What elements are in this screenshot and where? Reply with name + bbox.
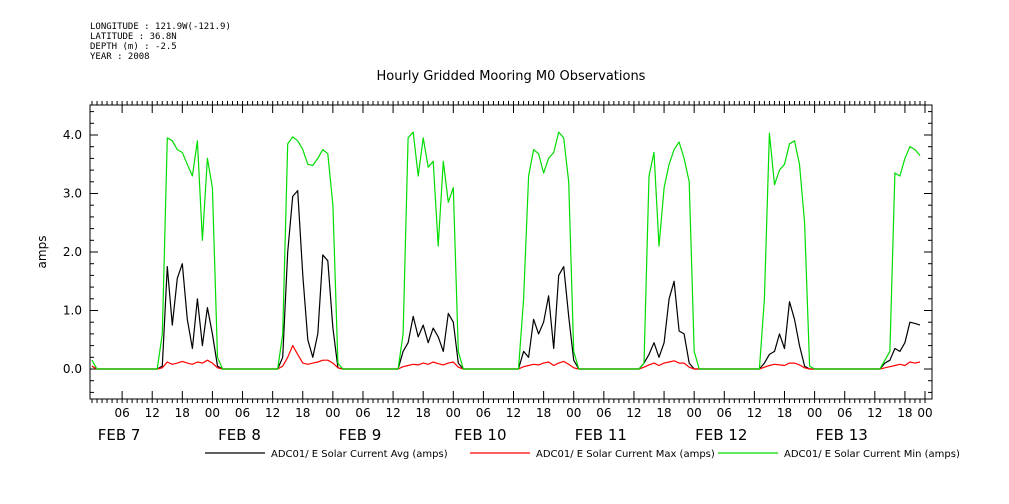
x-tick-label: 12 (506, 406, 521, 420)
y-tick-label: 3.0 (63, 187, 82, 201)
x-tick-label: 18 (777, 406, 792, 420)
year-text: YEAR : 2008 (90, 52, 150, 62)
x-tick-label: 18 (536, 406, 551, 420)
x-date-label: FEB 8 (218, 426, 261, 444)
metadata-block: LONGITUDE : 121.9W(-121.9) LATITUDE : 36… (90, 22, 231, 62)
x-minor-ticks (91, 101, 926, 403)
x-tick-label: 06 (235, 406, 250, 420)
x-tick-label: 00 (807, 406, 822, 420)
x-date-label: FEB 7 (98, 426, 141, 444)
x-tick-label: 00 (205, 406, 220, 420)
legend-label-1: ADC01/ E Solar Current Avg (amps) (271, 449, 448, 460)
x-tick-label: 06 (114, 406, 129, 420)
x-tick-label: 06 (355, 406, 370, 420)
x-tick-label: 12 (626, 406, 641, 420)
x-tick-label: 00 (566, 406, 581, 420)
series-line-1 (91, 190, 921, 370)
latitude-text: LATITUDE : 36.8N (90, 32, 177, 42)
x-date-label: FEB 11 (575, 426, 627, 444)
y-axis-label: amps (35, 236, 49, 269)
x-tick-label: 06 (717, 406, 732, 420)
x-date-labels: FEB 7 FEB 8 FEB 9 FEB 10 FEB 11 FEB 12 FEB 13 (98, 426, 868, 444)
x-tick-label: 12 (867, 406, 882, 420)
legend-label-2: ADC01/ E Solar Current Max (amps) (536, 449, 715, 460)
longitude-text: LONGITUDE : 121.9W(-121.9) (90, 22, 231, 32)
x-date-label: FEB 10 (454, 426, 506, 444)
x-tick-label: 00 (687, 406, 702, 420)
series-lines (91, 131, 921, 370)
x-tick-label: 18 (897, 406, 912, 420)
x-tick-label: 12 (747, 406, 762, 420)
legend: ADC01/ E Solar Current Avg (amps) ADC01/ … (205, 449, 960, 460)
x-tick-label: 18 (175, 406, 190, 420)
x-tick-label: 12 (265, 406, 280, 420)
x-tick-label: 00 (446, 406, 461, 420)
x-tick-label: 18 (416, 406, 431, 420)
depth-text: DEPTH (m) : -2.5 (90, 42, 177, 52)
x-tick-label: 12 (145, 406, 160, 420)
x-tick-label: 06 (476, 406, 491, 420)
x-tick-label: 06 (596, 406, 611, 420)
x-tick-label: 00 (325, 406, 340, 420)
x-date-label: FEB 12 (695, 426, 747, 444)
x-tick-label: 12 (385, 406, 400, 420)
x-tick-label: 18 (295, 406, 310, 420)
y-tick-label: 2.0 (63, 245, 82, 259)
x-axis-ticks: 06 12 18 00 06 12 18 00 06 12 18 00 06 12 18 00 06 12 18 00… (114, 105, 933, 420)
x-tick-label: 18 (656, 406, 671, 420)
x-tick-label: 06 (837, 406, 852, 420)
series-line-3 (91, 131, 921, 370)
y-tick-label: 1.0 (63, 304, 82, 318)
x-date-label: FEB 9 (339, 426, 382, 444)
x-date-label: FEB 13 (816, 426, 868, 444)
legend-label-3: ADC01/ E Solar Current Min (amps) (784, 449, 960, 460)
x-tick-label: 00 (917, 406, 932, 420)
y-tick-label: 0.0 (63, 362, 82, 376)
y-tick-label: 4.0 (63, 128, 82, 142)
chart-title: Hourly Gridded Mooring M0 Observations (377, 69, 646, 84)
y-axis-ticks: 0.0 1.0 2.0 3.0 4.0 (63, 111, 932, 393)
